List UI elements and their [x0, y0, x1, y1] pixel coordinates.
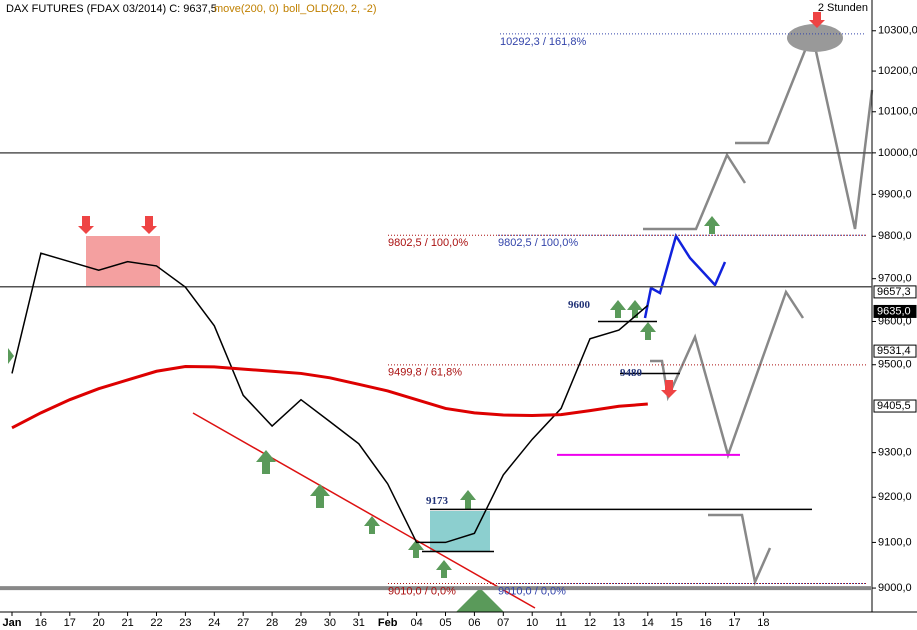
x-tick-label: 18	[757, 617, 769, 629]
projection-blue	[643, 232, 727, 319]
y-tick-label: 9600,0	[878, 315, 912, 327]
x-tick-label: 05	[439, 617, 451, 629]
fib-label: 9010,0 / 0,0%	[498, 585, 566, 597]
indicator-label: boll_OLD(20, 2, -2)	[283, 3, 377, 15]
fib-label: 9499,8 / 61,8%	[388, 367, 462, 379]
price-label: 9657,3	[877, 286, 911, 298]
fib-label: 9802,5 / 100,0%	[388, 237, 468, 249]
y-tick-label: 9200,0	[878, 491, 912, 503]
x-tick-label: 22	[150, 617, 162, 629]
fib-label: 9802,5 / 100,0%	[498, 237, 578, 249]
point-label: 9600	[568, 299, 591, 311]
price-label: 9635,0	[877, 305, 911, 317]
price-box	[873, 304, 917, 318]
x-tick-label: 29	[295, 617, 307, 629]
price-label: 9405,5	[877, 400, 911, 412]
x-tick-label: Jan	[3, 617, 22, 629]
chart-title: DAX FUTURES (FDAX 03/2014) C: 9637,5	[6, 3, 217, 15]
y-tick-label: 9000,0	[878, 582, 912, 594]
x-tick-label: 31	[353, 617, 365, 629]
y-tick-label: 9700,0	[878, 273, 912, 285]
y-tick-label: 10200,0	[878, 65, 917, 77]
x-tick-label: 04	[410, 617, 422, 629]
x-tick-label: 11	[555, 617, 566, 629]
x-tick-label: 12	[584, 617, 596, 629]
y-tick-label: 9500,0	[878, 359, 912, 371]
y-tick-label: 9100,0	[878, 536, 912, 548]
y-tick-label: 9800,0	[878, 230, 912, 242]
x-tick-label: 07	[497, 617, 509, 629]
point-label: 9480	[620, 367, 643, 379]
buy-arrows	[8, 216, 720, 612]
x-tick-label: 30	[324, 617, 336, 629]
x-tick-label: 13	[613, 617, 625, 629]
y-tick-label: 9300,0	[878, 447, 912, 459]
price-box	[873, 285, 917, 299]
price-box	[873, 344, 917, 358]
x-tick-label: Feb	[378, 617, 398, 629]
price-line	[11, 252, 649, 544]
x-tick-label: 06	[468, 617, 480, 629]
x-tick-label: 27	[237, 617, 249, 629]
y-tick-label: 9900,0	[878, 188, 912, 200]
x-tick-label: 16	[35, 617, 47, 629]
x-tick-label: 15	[671, 617, 683, 629]
x-tick-label: 21	[121, 617, 133, 629]
x-tick-label: 10	[526, 617, 538, 629]
y-tick-label: 10100,0	[878, 106, 917, 118]
fib-label: 9010,0 / 0,0%	[388, 585, 456, 597]
x-tick-label: 17	[728, 617, 740, 629]
timeframe: 2 Stunden	[818, 2, 868, 14]
price-label: 9531,4	[877, 345, 911, 357]
x-tick-label: 23	[179, 617, 191, 629]
x-tick-label: 16	[699, 617, 711, 629]
moving-average	[11, 364, 648, 430]
x-tick-label: 17	[64, 617, 76, 629]
highlight-zone	[86, 236, 160, 287]
fib-label: 10292,3 / 161,8%	[500, 36, 586, 48]
sell-arrows	[78, 12, 825, 398]
indicator-label: move(200, 0)	[214, 3, 279, 15]
x-tick-label: 20	[93, 617, 105, 629]
x-tick-label: 14	[642, 617, 654, 629]
x-tick-label: 24	[208, 617, 220, 629]
y-tick-label: 10000,0	[878, 147, 917, 159]
y-tick-label: 10300,0	[878, 25, 917, 37]
price-box	[873, 399, 917, 413]
highlight-zone	[430, 511, 490, 552]
target-marker	[787, 24, 843, 52]
x-tick-label: 28	[266, 617, 278, 629]
point-label: 9173	[426, 495, 449, 507]
trend-line	[192, 412, 536, 609]
